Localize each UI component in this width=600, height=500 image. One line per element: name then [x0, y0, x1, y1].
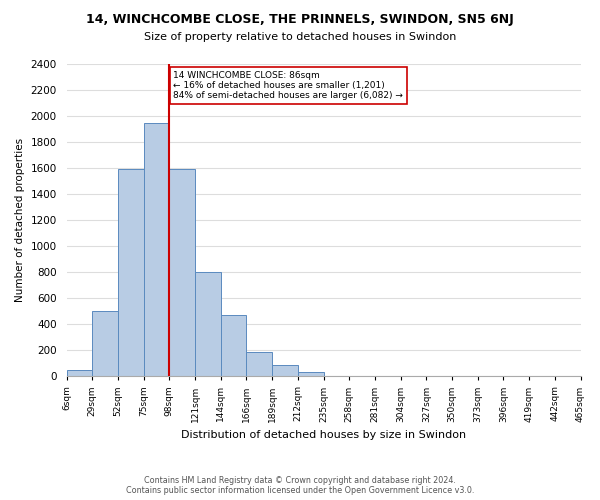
Bar: [92, 311, 118, 376]
Bar: [272, 364, 298, 376]
Bar: [247, 352, 272, 376]
Bar: [118, 170, 143, 376]
Text: 14 WINCHCOMBE CLOSE: 86sqm
← 16% of detached houses are smaller (1,201)
84% of s: 14 WINCHCOMBE CLOSE: 86sqm ← 16% of deta…: [173, 70, 403, 101]
Y-axis label: Number of detached properties: Number of detached properties: [15, 138, 25, 302]
Bar: [298, 372, 323, 376]
Text: Size of property relative to detached houses in Swindon: Size of property relative to detached ho…: [144, 32, 456, 42]
X-axis label: Distribution of detached houses by size in Swindon: Distribution of detached houses by size …: [181, 430, 466, 440]
Bar: [67, 370, 92, 376]
Bar: [221, 315, 247, 376]
Text: Contains HM Land Registry data © Crown copyright and database right 2024.
Contai: Contains HM Land Registry data © Crown c…: [126, 476, 474, 495]
Text: 14, WINCHCOMBE CLOSE, THE PRINNELS, SWINDON, SN5 6NJ: 14, WINCHCOMBE CLOSE, THE PRINNELS, SWIN…: [86, 12, 514, 26]
Bar: [169, 170, 195, 376]
Bar: [195, 272, 221, 376]
Bar: [143, 122, 169, 376]
